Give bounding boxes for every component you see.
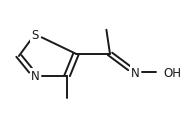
Text: S: S xyxy=(31,28,39,41)
Text: OH: OH xyxy=(163,66,182,79)
Text: N: N xyxy=(131,66,139,79)
Text: N: N xyxy=(31,70,39,82)
